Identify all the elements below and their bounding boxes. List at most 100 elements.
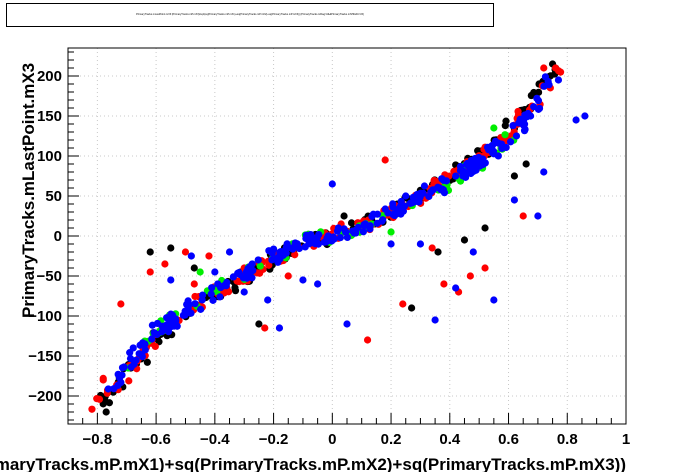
data-point <box>282 243 291 251</box>
data-point <box>479 160 487 169</box>
outlier-point <box>490 296 498 304</box>
data-point <box>473 158 481 166</box>
outlier-point <box>167 244 175 252</box>
outlier-point <box>167 276 175 284</box>
series-2 <box>124 124 518 372</box>
data-point <box>197 305 205 313</box>
data-point <box>350 229 358 237</box>
data-point <box>534 105 543 113</box>
data-point <box>301 243 309 251</box>
data-point <box>333 227 342 235</box>
y-tick-label: 200 <box>37 68 62 85</box>
outlier-point <box>540 168 548 176</box>
y-tick-label: −100 <box>28 308 62 325</box>
x-tick-label: −0.2 <box>259 431 289 448</box>
data-point <box>166 318 174 326</box>
data-point <box>289 245 297 253</box>
data-point <box>452 172 460 180</box>
data-point <box>488 146 496 154</box>
outlier-point <box>211 268 219 276</box>
data-point <box>325 236 333 245</box>
y-axis-label: PrimaryTracks.mLastPoint.mX3 <box>19 63 38 318</box>
outlier-point <box>161 260 169 268</box>
y-tick-label: 0 <box>54 228 62 245</box>
outlier-point <box>431 316 439 324</box>
data-point <box>172 317 180 325</box>
data-point <box>416 190 425 198</box>
data-point <box>533 94 541 102</box>
data-point <box>291 251 299 259</box>
data-point <box>249 266 257 275</box>
x-tick-label: 0 <box>328 431 336 448</box>
outlier-point <box>205 252 213 260</box>
x-tick-label: 0.6 <box>498 431 519 448</box>
outlier-point <box>387 228 395 236</box>
outlier-point <box>481 264 489 272</box>
data-point <box>411 198 419 206</box>
data-point <box>181 311 189 319</box>
data-point <box>389 203 397 211</box>
data-point <box>381 205 389 213</box>
outlier-point <box>522 160 530 168</box>
y-tick-labels: 200 150 100 50 0 −50 −100 −150 −200 <box>28 68 62 405</box>
outlier-point <box>460 236 469 244</box>
outlier-point <box>551 64 560 72</box>
data-point <box>183 300 191 308</box>
outlier-point <box>572 116 580 124</box>
data-point <box>166 323 174 331</box>
data-point <box>429 186 437 194</box>
outlier-point <box>225 248 234 256</box>
outlier-point <box>490 124 498 132</box>
outlier-point <box>408 304 416 312</box>
data-point <box>545 81 553 89</box>
data-point <box>242 268 251 276</box>
x-tick-label: 0.8 <box>557 431 578 448</box>
data-point <box>279 249 287 257</box>
data-point <box>361 221 369 230</box>
y-tick-label: 50 <box>45 188 62 205</box>
outlier-point <box>416 240 425 248</box>
outlier-point <box>190 280 198 288</box>
data-points <box>88 60 589 416</box>
outlier-point <box>428 244 436 252</box>
data-point <box>420 182 429 190</box>
y-tick-label: 150 <box>37 108 62 125</box>
data-point <box>132 356 140 364</box>
data-point <box>116 374 124 382</box>
data-point <box>506 138 515 146</box>
data-point <box>502 117 510 125</box>
outlier-point <box>481 224 489 232</box>
outlier-point <box>381 156 389 164</box>
data-point <box>148 321 157 329</box>
x-tick-label: 1 <box>622 431 630 448</box>
data-point <box>501 131 509 139</box>
data-point <box>187 309 195 317</box>
data-point <box>524 109 532 118</box>
data-point <box>347 219 356 227</box>
data-point <box>460 167 468 175</box>
data-point <box>126 349 134 357</box>
x-tick-label: −0.4 <box>200 431 230 448</box>
outlier-point <box>102 408 110 416</box>
data-point <box>114 381 122 390</box>
data-point <box>104 385 112 393</box>
outlier-point <box>343 320 351 328</box>
outlier-point <box>196 268 204 276</box>
x-axis-label: (PrimaryTracks.mP.mX3)/sqrt(sq(PrimaryTr… <box>0 455 626 472</box>
outlier-point <box>363 336 372 344</box>
data-point <box>273 254 281 262</box>
outlier-point <box>328 180 336 188</box>
outlier-point <box>534 212 542 220</box>
outlier-point <box>434 248 442 256</box>
data-point <box>243 274 251 282</box>
outlier-point <box>261 324 269 332</box>
outlier-point <box>469 248 477 256</box>
data-point <box>425 192 433 201</box>
outlier-point <box>264 296 272 304</box>
outlier-point <box>519 212 527 220</box>
outlier-point <box>146 248 154 256</box>
data-point <box>141 346 149 354</box>
data-point <box>519 116 528 124</box>
y-tick-label: −200 <box>28 388 62 405</box>
